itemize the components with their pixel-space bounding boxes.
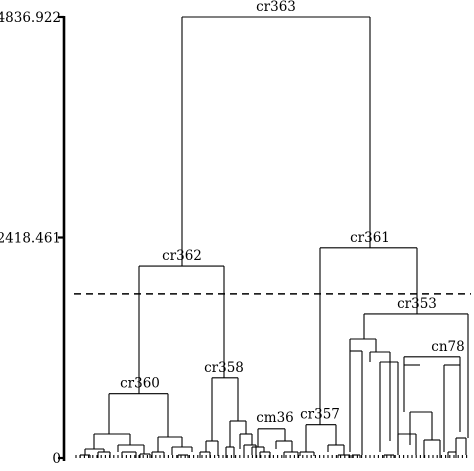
cluster-label-cr363: cr363 [256,0,296,15]
y-axis-tick-label: 0 [52,451,61,467]
cluster-label-cm36: cm36 [256,410,294,426]
y-axis-tick-label: 4836.922 [0,10,61,26]
cluster-label-cr358: cr358 [204,360,244,376]
cluster-label-cr362: cr362 [162,248,202,264]
y-axis-tick-label: 2418.461 [0,231,61,247]
cluster-label-cr361: cr361 [350,230,390,246]
cluster-label-cn78: cn78 [431,339,464,355]
cluster-label-cr357: cr357 [300,407,340,423]
cluster-label-cr360: cr360 [120,376,160,392]
dendrogram-links [75,16,469,458]
cluster-label-cr353: cr353 [397,296,437,312]
